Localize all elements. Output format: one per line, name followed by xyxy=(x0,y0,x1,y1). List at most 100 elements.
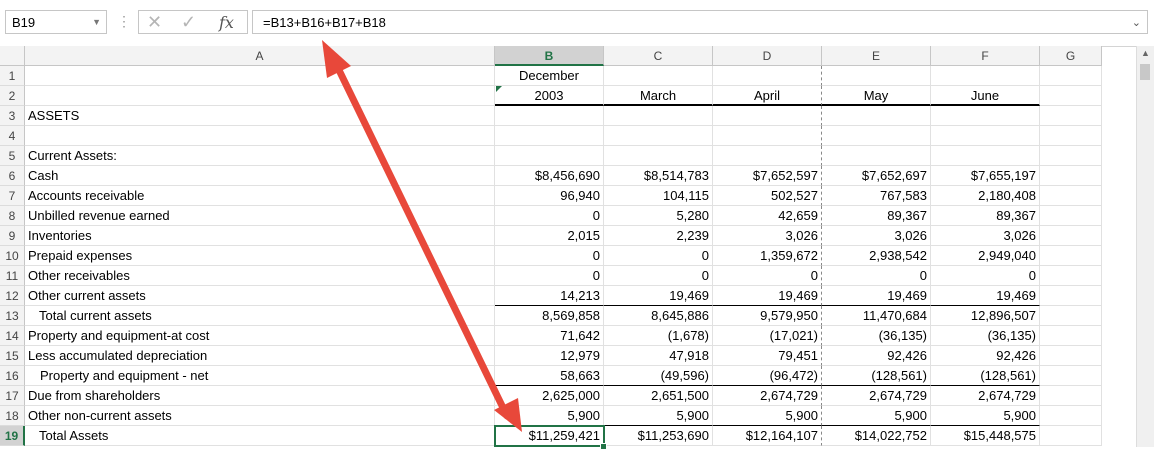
cell-d4[interactable] xyxy=(713,126,822,146)
cell-b12[interactable]: 14,213 xyxy=(495,286,604,306)
cell-e9[interactable]: 3,026 xyxy=(822,226,931,246)
cell-g16[interactable] xyxy=(1040,366,1102,386)
cell-f3[interactable] xyxy=(931,106,1040,126)
cell-g9[interactable] xyxy=(1040,226,1102,246)
cell-b17[interactable]: 2,625,000 xyxy=(495,386,604,406)
cell-c11[interactable]: 0 xyxy=(604,266,713,286)
cell-d18[interactable]: 5,900 xyxy=(713,406,822,426)
cell-f14[interactable]: (36,135) xyxy=(931,326,1040,346)
cell-e18[interactable]: 5,900 xyxy=(822,406,931,426)
cell-b16[interactable]: 58,663 xyxy=(495,366,604,386)
cell-b13[interactable]: 8,569,858 xyxy=(495,306,604,326)
scroll-thumb[interactable] xyxy=(1140,64,1150,80)
row-header-1[interactable]: 1 xyxy=(0,66,25,86)
cell-c6[interactable]: $8,514,783 xyxy=(604,166,713,186)
row-header-14[interactable]: 14 xyxy=(0,326,25,346)
cell-b3[interactable] xyxy=(495,106,604,126)
cell-c9[interactable]: 2,239 xyxy=(604,226,713,246)
cell-g10[interactable] xyxy=(1040,246,1102,266)
cell-d19[interactable]: $12,164,107 xyxy=(713,426,822,446)
row-header-6[interactable]: 6 xyxy=(0,166,25,186)
cell-f2[interactable]: June xyxy=(931,86,1040,106)
cell-f12[interactable]: 19,469 xyxy=(931,286,1040,306)
row-header-18[interactable]: 18 xyxy=(0,406,25,426)
row-header-7[interactable]: 7 xyxy=(0,186,25,206)
cell-e15[interactable]: 92,426 xyxy=(822,346,931,366)
cell-c2[interactable]: March xyxy=(604,86,713,106)
cell-f15[interactable]: 92,426 xyxy=(931,346,1040,366)
column-header-b[interactable]: B xyxy=(495,46,604,66)
cell-d10[interactable]: 1,359,672 xyxy=(713,246,822,266)
cell-a12[interactable]: Other current assets xyxy=(25,286,495,306)
cell-d9[interactable]: 3,026 xyxy=(713,226,822,246)
vertical-scrollbar[interactable]: ▲ xyxy=(1136,46,1154,447)
cell-b4[interactable] xyxy=(495,126,604,146)
cell-d14[interactable]: (17,021) xyxy=(713,326,822,346)
cell-a3[interactable]: ASSETS xyxy=(25,106,495,126)
cell-b14[interactable]: 71,642 xyxy=(495,326,604,346)
cell-a8[interactable]: Unbilled revenue earned xyxy=(25,206,495,226)
row-header-17[interactable]: 17 xyxy=(0,386,25,406)
cell-f13[interactable]: 12,896,507 xyxy=(931,306,1040,326)
cancel-icon[interactable]: ✕ xyxy=(147,12,163,32)
cell-e13[interactable]: 11,470,684 xyxy=(822,306,931,326)
cell-d5[interactable] xyxy=(713,146,822,166)
cell-b9[interactable]: 2,015 xyxy=(495,226,604,246)
cell-c16[interactable]: (49,596) xyxy=(604,366,713,386)
row-header-10[interactable]: 10 xyxy=(0,246,25,266)
cell-b11[interactable]: 0 xyxy=(495,266,604,286)
column-header-f[interactable]: F xyxy=(931,46,1040,66)
cell-g13[interactable] xyxy=(1040,306,1102,326)
cell-a17[interactable]: Due from shareholders xyxy=(25,386,495,406)
cell-g5[interactable] xyxy=(1040,146,1102,166)
cell-f17[interactable]: 2,674,729 xyxy=(931,386,1040,406)
cell-c18[interactable]: 5,900 xyxy=(604,406,713,426)
cell-e1[interactable] xyxy=(822,66,931,86)
cell-a9[interactable]: Inventories xyxy=(25,226,495,246)
cell-a7[interactable]: Accounts receivable xyxy=(25,186,495,206)
cell-a18[interactable]: Other non-current assets xyxy=(25,406,495,426)
cell-e5[interactable] xyxy=(822,146,931,166)
row-header-16[interactable]: 16 xyxy=(0,366,25,386)
cell-c3[interactable] xyxy=(604,106,713,126)
cell-c17[interactable]: 2,651,500 xyxy=(604,386,713,406)
cell-f6[interactable]: $7,655,197 xyxy=(931,166,1040,186)
cell-e2[interactable]: May xyxy=(822,86,931,106)
row-header-19[interactable]: 19 xyxy=(0,426,25,446)
cell-f4[interactable] xyxy=(931,126,1040,146)
cell-a15[interactable]: Less accumulated depreciation xyxy=(25,346,495,366)
cell-c8[interactable]: 5,280 xyxy=(604,206,713,226)
row-header-4[interactable]: 4 xyxy=(0,126,25,146)
column-header-c[interactable]: C xyxy=(604,46,713,66)
cell-a1[interactable] xyxy=(25,66,495,86)
cell-a5[interactable]: Current Assets: xyxy=(25,146,495,166)
cell-d8[interactable]: 42,659 xyxy=(713,206,822,226)
cell-e12[interactable]: 19,469 xyxy=(822,286,931,306)
cell-a6[interactable]: Cash xyxy=(25,166,495,186)
column-header-d[interactable]: D xyxy=(713,46,822,66)
cell-a2[interactable] xyxy=(25,86,495,106)
cell-g3[interactable] xyxy=(1040,106,1102,126)
cell-b8[interactable]: 0 xyxy=(495,206,604,226)
cell-d11[interactable]: 0 xyxy=(713,266,822,286)
column-header-g[interactable]: G xyxy=(1040,46,1102,66)
row-header-2[interactable]: 2 xyxy=(0,86,25,106)
cell-c1[interactable] xyxy=(604,66,713,86)
cell-c15[interactable]: 47,918 xyxy=(604,346,713,366)
cell-f7[interactable]: 2,180,408 xyxy=(931,186,1040,206)
cell-g11[interactable] xyxy=(1040,266,1102,286)
cell-c19[interactable]: $11,253,690 xyxy=(604,426,713,446)
cell-g18[interactable] xyxy=(1040,406,1102,426)
cell-d7[interactable]: 502,527 xyxy=(713,186,822,206)
cell-e6[interactable]: $7,652,697 xyxy=(822,166,931,186)
cell-d1[interactable] xyxy=(713,66,822,86)
cell-c7[interactable]: 104,115 xyxy=(604,186,713,206)
cell-e11[interactable]: 0 xyxy=(822,266,931,286)
cell-g2[interactable] xyxy=(1040,86,1102,106)
cell-a13[interactable]: Total current assets xyxy=(25,306,495,326)
cell-a11[interactable]: Other receivables xyxy=(25,266,495,286)
row-header-13[interactable]: 13 xyxy=(0,306,25,326)
cell-b15[interactable]: 12,979 xyxy=(495,346,604,366)
cell-b6[interactable]: $8,456,690 xyxy=(495,166,604,186)
cell-d2[interactable]: April xyxy=(713,86,822,106)
